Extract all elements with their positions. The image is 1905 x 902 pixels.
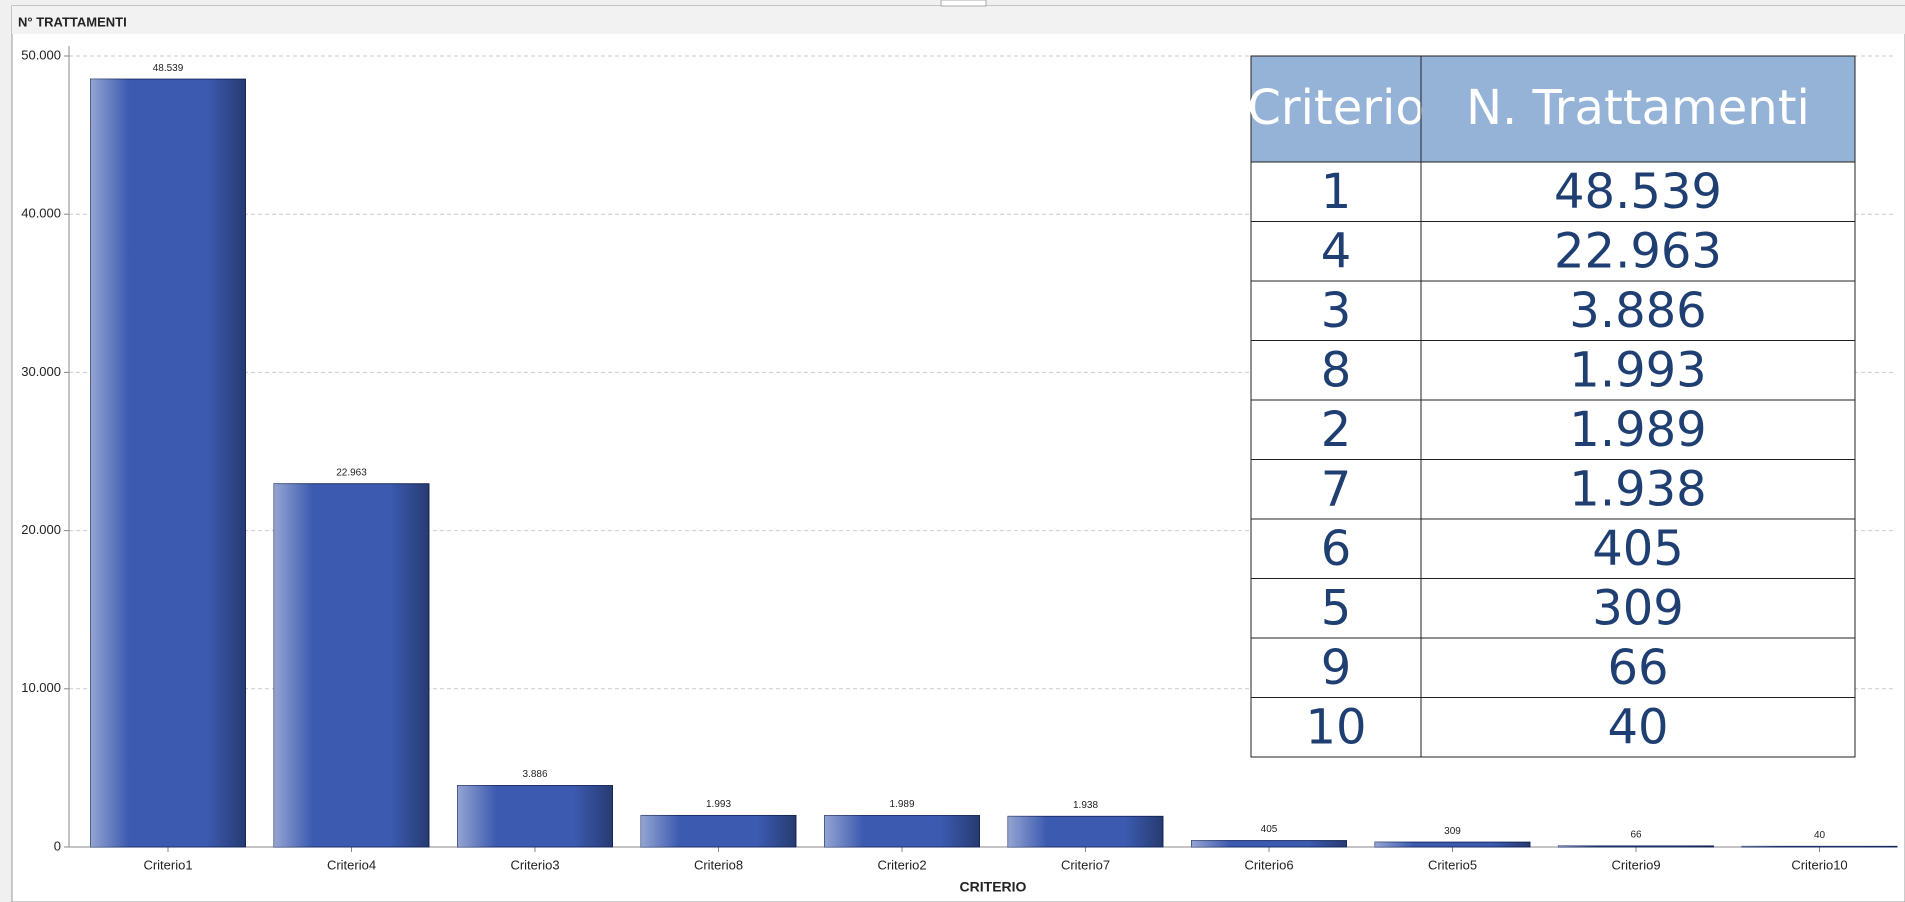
table-cell: 4 [1321,223,1352,279]
bar-shade [1375,842,1530,847]
table-row [1250,280,1856,341]
table-cell: 1.989 [1569,402,1706,458]
x-tick-label: Criterio8 [694,857,743,872]
table-row [1250,340,1856,401]
table-row [1250,221,1856,282]
value-label: 3.886 [522,769,547,780]
x-tick-label: Criterio9 [1611,857,1660,872]
table-cell: 1.993 [1569,342,1706,398]
bar-shade [90,79,246,847]
y-tick-label: 20.000 [21,522,61,537]
value-label: 66 [1630,830,1642,841]
table-cell: 1 [1321,164,1352,220]
table-cell: 3 [1321,283,1352,339]
x-tick-label: Criterio1 [143,857,192,872]
bar-shade [1008,816,1163,847]
table-row [1250,459,1856,520]
tab [940,0,987,7]
value-label: 1.993 [706,799,731,810]
value-label: 40 [1814,830,1826,841]
table-header: N. Trattamenti [1466,80,1810,136]
value-label: 1.938 [1073,800,1098,811]
table-cell: 10 [1305,699,1366,755]
table-cell: 2 [1321,402,1352,458]
y-tick-label: 50.000 [21,47,61,62]
x-tick-label: Criterio7 [1061,857,1110,872]
x-tick-label: Criterio6 [1244,857,1293,872]
chart-title: N° TRATTAMENTI [18,14,127,29]
bar-shade [274,483,429,847]
table-cell: 9 [1321,640,1352,696]
table-cell: 8 [1321,342,1352,398]
table-row [1250,578,1856,639]
table-cell: 1.938 [1569,461,1706,517]
bar-shade [1191,840,1347,847]
table-cell: 309 [1592,580,1684,636]
table-cell: 405 [1592,521,1684,577]
bar-shade [1558,845,1714,847]
value-label: 405 [1261,824,1278,835]
table-row [1250,518,1856,579]
bar-shade [457,785,613,847]
table-header-bg [1250,55,1856,163]
x-tick-label: Criterio4 [327,857,376,872]
table-header: Criterio [1247,80,1424,136]
x-tick-label: Criterio10 [1791,857,1847,872]
table-cell: 6 [1321,521,1352,577]
table-cell: 40 [1607,699,1668,755]
table-row [1250,161,1856,222]
table-cell: 5 [1321,580,1352,636]
value-label: 309 [1444,826,1461,837]
value-label: 1.989 [889,799,914,810]
y-tick-label: 40.000 [21,206,61,221]
table: Criterio N. Trattamenti 1 48.539 4 22.963 3 3.8… [1247,55,1856,758]
table-cell: 66 [1607,640,1668,696]
table-cell: 3.886 [1569,283,1706,339]
x-tick-label: Criterio2 [877,857,926,872]
table-row [1250,637,1856,698]
table-cell: 22.963 [1554,223,1722,279]
value-label: 22.963 [336,467,367,478]
table-row [1250,697,1856,758]
table-cell: 48.539 [1554,164,1722,220]
table-row [1250,399,1856,460]
table-cell: 7 [1321,461,1352,517]
panel-header [12,6,1905,34]
bar-shade [824,815,980,847]
y-tick-label: 10.000 [21,680,61,695]
bar-shade [641,815,796,847]
y-tick-label: 30.000 [21,364,61,379]
x-tick-label: Criterio3 [510,857,559,872]
x-axis-label: CRITERIO [960,879,1027,895]
y-tick-label: 0 [54,838,61,853]
x-tick-label: Criterio5 [1428,857,1477,872]
bar-shade [1742,846,1897,847]
value-label: 48.539 [153,63,184,74]
